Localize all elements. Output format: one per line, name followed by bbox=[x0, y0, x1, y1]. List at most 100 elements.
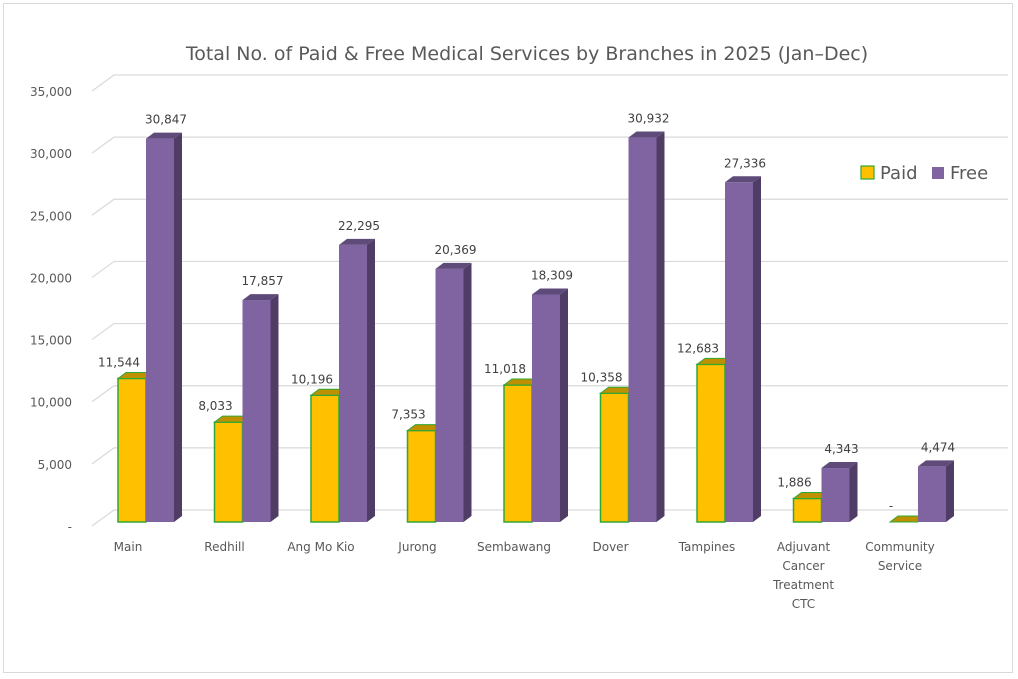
bar-free-front bbox=[725, 182, 753, 523]
bar-paid bbox=[309, 388, 349, 523]
bar-free-front bbox=[532, 294, 560, 522]
category-label: Redhill bbox=[204, 540, 244, 554]
data-label-paid: 11,544 bbox=[98, 356, 140, 370]
y-tick-label: 30,000 bbox=[30, 147, 72, 161]
gridline bbox=[91, 198, 1008, 216]
bar-free-front bbox=[435, 268, 464, 522]
data-label-free: 30,932 bbox=[628, 112, 670, 126]
data-label-free: 30,847 bbox=[145, 113, 187, 127]
data-label-paid: 8,033 bbox=[198, 399, 232, 413]
bar-free bbox=[821, 462, 858, 522]
legend-swatch-free bbox=[932, 167, 944, 179]
category-label: Jurong bbox=[397, 540, 436, 554]
data-label-paid: 11,018 bbox=[484, 362, 526, 376]
bar-free-side bbox=[560, 288, 568, 522]
bars bbox=[116, 131, 954, 523]
y-tick-label: 35,000 bbox=[30, 85, 72, 99]
bar-free-side bbox=[656, 131, 665, 522]
bar-free-front bbox=[918, 466, 946, 522]
bar-free-top bbox=[821, 462, 858, 469]
bar-paid-front bbox=[117, 377, 147, 523]
data-label-paid: - bbox=[889, 499, 893, 513]
y-tick-label: 5,000 bbox=[38, 458, 72, 472]
data-label-paid: 1,886 bbox=[777, 476, 811, 490]
data-label-free: 4,474 bbox=[921, 440, 955, 454]
bar-free-top bbox=[918, 460, 954, 467]
category-label: Sembawang bbox=[477, 540, 551, 554]
y-tick-label: 15,000 bbox=[30, 334, 72, 348]
bar-paid bbox=[792, 492, 831, 523]
legend-swatch-paid bbox=[860, 165, 875, 180]
category-label: Service bbox=[878, 559, 922, 573]
data-label-free: 4,343 bbox=[824, 442, 858, 456]
bar-free-side bbox=[849, 462, 858, 522]
category-label: Cancer bbox=[782, 559, 824, 573]
bar-free-top bbox=[435, 262, 472, 269]
bar-free-top bbox=[242, 294, 279, 301]
bar-free bbox=[918, 460, 954, 522]
data-labels: 11,544 30,847 8,033 17,857 10,196 22,295 7,353… bbox=[98, 112, 955, 513]
y-tick-label: 25,000 bbox=[30, 209, 72, 223]
category-label: Main bbox=[114, 540, 143, 554]
y-axis-ticks: - 5,000 10,000 15,000 20,000 25,000 30,000 35,0… bbox=[30, 85, 72, 534]
bar-free-front bbox=[821, 468, 850, 522]
bar-free bbox=[725, 176, 761, 523]
gridline bbox=[91, 136, 1008, 154]
bar-free-side bbox=[367, 238, 375, 522]
bar-free bbox=[435, 262, 472, 522]
gridline bbox=[91, 322, 1008, 341]
bar-free bbox=[532, 288, 568, 522]
bar-free-front bbox=[628, 137, 657, 522]
data-label-free: 20,369 bbox=[435, 243, 477, 257]
bar-free bbox=[628, 131, 665, 522]
data-label-free: 22,295 bbox=[338, 219, 380, 233]
bar-free-top bbox=[628, 131, 665, 138]
category-label: Community bbox=[865, 540, 934, 554]
bar-free-front bbox=[242, 300, 271, 522]
gridline bbox=[91, 74, 1008, 92]
bar-free-side bbox=[463, 262, 472, 522]
bar-free-front bbox=[339, 244, 367, 522]
gridline bbox=[91, 260, 1008, 278]
bar-paid bbox=[116, 372, 156, 523]
legend-label-free: Free bbox=[950, 163, 988, 184]
data-label-free: 27,336 bbox=[724, 156, 766, 170]
bar-free bbox=[146, 132, 182, 523]
bar-paid-front bbox=[599, 392, 630, 523]
bar-free-side bbox=[946, 460, 954, 522]
bar-free-top bbox=[339, 238, 375, 245]
bar-free bbox=[339, 238, 375, 522]
bar-paid bbox=[695, 357, 735, 523]
category-label: Treatment bbox=[772, 578, 834, 592]
bar-free-top bbox=[146, 132, 182, 139]
bar-free-top bbox=[532, 288, 568, 295]
legend-label-paid: Paid bbox=[880, 163, 918, 184]
bar-paid-front bbox=[213, 421, 244, 523]
category-label: Dover bbox=[593, 540, 629, 554]
category-label: Adjuvant bbox=[777, 540, 831, 554]
bar-paid-front bbox=[406, 429, 437, 523]
bar-free-top bbox=[725, 176, 761, 183]
category-label: Ang Mo Kio bbox=[287, 540, 354, 554]
y-tick-label: - bbox=[68, 520, 72, 534]
bar-paid-front bbox=[310, 394, 340, 523]
category-label: CTC bbox=[792, 597, 815, 611]
y-tick-label: 10,000 bbox=[30, 396, 72, 410]
data-label-free: 18,309 bbox=[531, 268, 573, 282]
bar-free-side bbox=[753, 176, 761, 523]
data-label-paid: 12,683 bbox=[677, 341, 719, 355]
data-label-paid: 7,353 bbox=[391, 408, 425, 422]
bar-free-side bbox=[270, 294, 279, 522]
category-label: Tampines bbox=[678, 540, 736, 554]
legend: Paid Free bbox=[860, 163, 988, 184]
data-label-paid: 10,358 bbox=[581, 370, 623, 384]
bar-free-side bbox=[174, 132, 182, 523]
bar-paid bbox=[599, 386, 638, 523]
bar-free bbox=[242, 294, 279, 522]
data-label-free: 17,857 bbox=[242, 274, 284, 288]
bar-paid-front bbox=[792, 497, 823, 523]
bar-paid-front bbox=[696, 363, 726, 523]
data-label-paid: 10,196 bbox=[291, 372, 333, 386]
bar-free-front bbox=[146, 138, 174, 523]
